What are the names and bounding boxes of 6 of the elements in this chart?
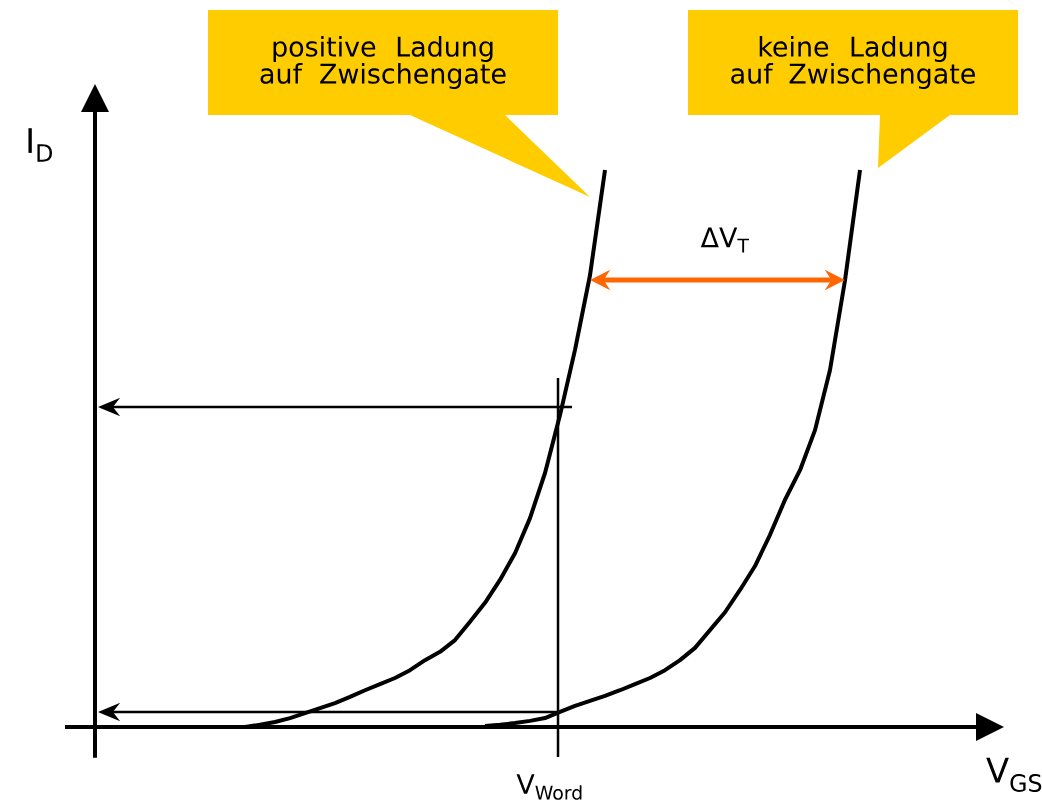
y-axis-title: I$_{D}$	[28, 128, 52, 162]
x-axis-title: V$_{GS}$	[986, 757, 1042, 792]
text: keine Ladung auf Zwischengate	[731, 35, 975, 90]
annotation: ΔV$_{T}$	[700, 227, 749, 253]
text: V$_{Word}$	[516, 774, 582, 800]
text: positive Ladung auf Zwischengate	[260, 35, 506, 90]
